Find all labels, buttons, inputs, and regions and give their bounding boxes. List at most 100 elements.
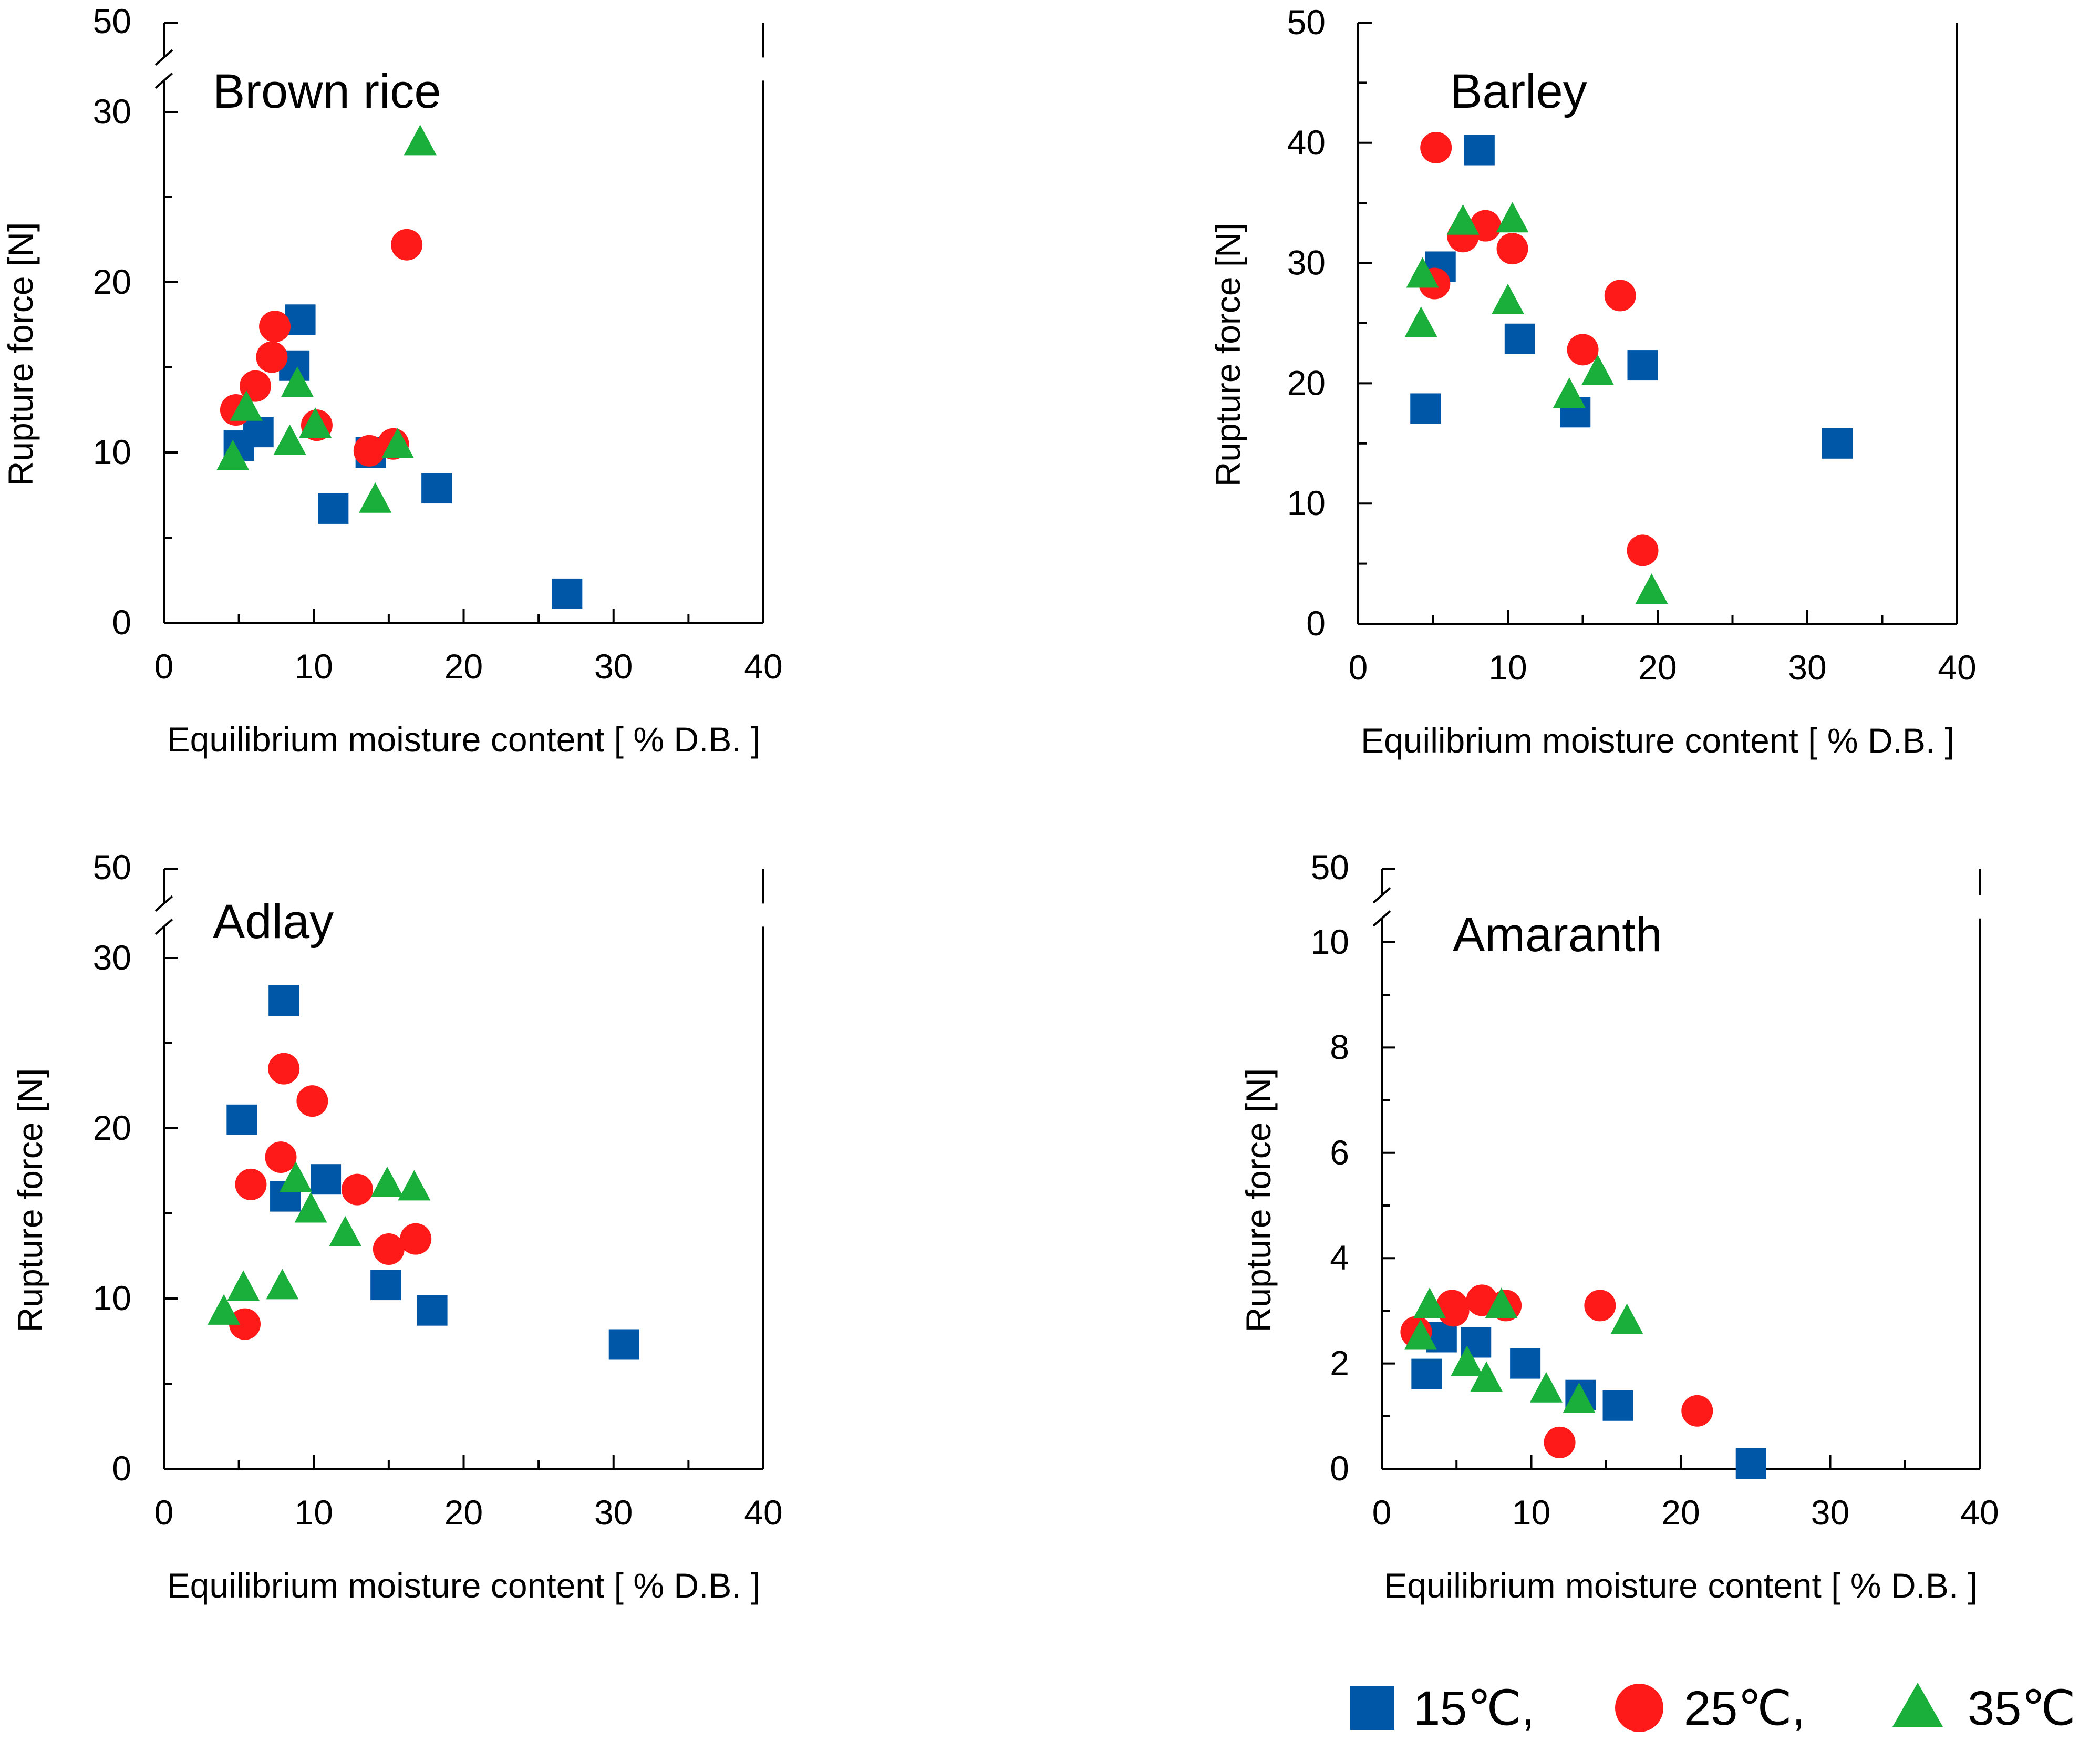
y-axis-title: Rupture force [N] xyxy=(1208,223,1247,487)
data-point-square xyxy=(608,1329,639,1360)
y-tick-label: 10 xyxy=(93,1279,131,1317)
data-point-circle xyxy=(256,341,288,373)
x-tick-label: 30 xyxy=(1788,648,1826,687)
x-tick-label: 40 xyxy=(744,1493,782,1532)
data-point-triangle xyxy=(1496,202,1529,233)
y-tick-label: 30 xyxy=(93,92,131,131)
data-point-square xyxy=(311,1164,342,1195)
x-axis-title: Equilibrium moisture content [ % D.B. ] xyxy=(167,720,761,759)
legend-square-icon xyxy=(1350,1686,1394,1730)
chart-panel-2: 0 10 20 30 40 0 10 20 30 40 50 Equilibrium moisture… xyxy=(1208,3,1977,760)
data-point-square xyxy=(318,493,349,524)
y-tick-label: 40 xyxy=(1287,123,1326,162)
data-point-circle xyxy=(353,435,385,467)
axis-break-mark xyxy=(1372,887,1391,904)
data-point-triangle xyxy=(1404,306,1437,337)
axis-break-mark xyxy=(154,918,173,935)
chart-panel-1: 50 0 10 20 30 40 0 10 20 30 Equilibrium moisture c… xyxy=(1,2,783,759)
data-point-circle xyxy=(296,1085,328,1117)
y-tick-label: 2 xyxy=(1330,1344,1349,1383)
legend-label: 35℃ xyxy=(1968,1682,2076,1735)
x-tick-label: 20 xyxy=(444,647,483,686)
x-tick-label: 30 xyxy=(1811,1493,1849,1532)
data-point-square xyxy=(1735,1448,1766,1479)
legend-item: 25℃, xyxy=(1615,1682,1805,1735)
data-point-circle xyxy=(1567,334,1599,366)
data-point-square xyxy=(226,1104,257,1135)
data-point-triangle xyxy=(329,1215,362,1246)
data-point-triangle xyxy=(299,407,332,438)
data-point-circle xyxy=(1420,131,1452,163)
y-axis-title: Rupture force [N] xyxy=(1,222,40,487)
legend: 15℃, 25℃, 35℃ xyxy=(1350,1682,2076,1735)
x-tick-label: 10 xyxy=(295,647,333,686)
y-tick-label: 20 xyxy=(93,1108,131,1147)
x-tick-label: 10 xyxy=(1512,1493,1550,1532)
y-tick-label: 20 xyxy=(1287,363,1326,402)
data-point-circle xyxy=(373,1233,405,1265)
data-point-triangle xyxy=(230,390,263,421)
legend-item: 15℃, xyxy=(1350,1682,1535,1735)
data-point-circle xyxy=(1681,1395,1713,1427)
data-point-square xyxy=(1504,323,1535,354)
data-point-triangle xyxy=(1406,257,1439,288)
data-point-circle xyxy=(229,1308,261,1340)
panel-title: Adlay xyxy=(213,895,334,949)
data-point-triangle xyxy=(208,1294,241,1325)
data-point-triangle xyxy=(1451,1345,1484,1376)
data-point-circle xyxy=(1604,280,1636,312)
data-point-circle xyxy=(391,229,423,261)
data-point-circle xyxy=(1544,1426,1576,1458)
data-point-triangle xyxy=(273,424,306,455)
data-point-square xyxy=(1627,350,1658,381)
data-point-triangle xyxy=(359,482,392,513)
y-tick-label: 6 xyxy=(1330,1133,1349,1172)
x-tick-label: 30 xyxy=(594,1493,633,1532)
y-tick-label-break: 50 xyxy=(93,848,131,887)
x-tick-label: 40 xyxy=(1938,648,1976,687)
y-tick-label: 10 xyxy=(1287,483,1326,522)
data-point-triangle xyxy=(1610,1303,1643,1334)
y-axis-title: Rupture force [N] xyxy=(1239,1068,1278,1333)
y-tick-label: 10 xyxy=(1311,922,1349,961)
data-point-square xyxy=(417,1295,448,1326)
data-point-triangle xyxy=(398,1170,431,1201)
data-point-triangle xyxy=(1529,1372,1563,1403)
data-point-circle xyxy=(1466,1284,1498,1316)
y-tick-label-break: 50 xyxy=(93,2,131,40)
data-point-triangle xyxy=(1404,1319,1437,1350)
x-tick-label: 40 xyxy=(1960,1493,1999,1532)
x-tick-label: 20 xyxy=(444,1493,483,1532)
axis-break-mark xyxy=(154,895,173,912)
data-point-circle xyxy=(268,1053,300,1085)
axis-break-mark xyxy=(154,72,173,89)
data-point-circle xyxy=(1437,1295,1470,1327)
x-axis-title: Equilibrium moisture content [ % D.B. ] xyxy=(167,1566,761,1605)
y-tick-label: 10 xyxy=(93,432,131,471)
x-axis-title: Equilibrium moisture content [ % D.B. ] xyxy=(1361,721,1954,760)
data-point-triangle xyxy=(404,125,437,156)
axis-break-mark xyxy=(1372,910,1391,927)
data-point-square xyxy=(1510,1348,1541,1379)
x-tick-label: 0 xyxy=(1349,648,1368,687)
y-tick-label: 0 xyxy=(1306,604,1326,643)
data-point-triangle xyxy=(227,1270,260,1301)
data-point-triangle xyxy=(266,1269,299,1300)
data-point-triangle xyxy=(1635,573,1668,604)
y-tick-label: 50 xyxy=(1287,3,1326,42)
data-point-square xyxy=(268,985,299,1016)
panel-title: Brown rice xyxy=(213,65,441,118)
data-point-triangle xyxy=(294,1192,327,1223)
panel-title: Amaranth xyxy=(1453,908,1662,962)
data-point-square xyxy=(370,1270,401,1301)
data-point-triangle xyxy=(381,428,414,459)
x-tick-label: 0 xyxy=(154,647,174,686)
data-point-triangle xyxy=(281,366,314,397)
data-point-circle xyxy=(235,1168,267,1200)
data-point-triangle xyxy=(1563,1382,1596,1413)
data-point-circle xyxy=(1584,1290,1616,1322)
y-tick-label: 30 xyxy=(93,938,131,977)
y-tick-label: 0 xyxy=(112,603,131,642)
x-tick-label: 0 xyxy=(1372,1493,1392,1532)
panel-title: Barley xyxy=(1450,65,1587,118)
